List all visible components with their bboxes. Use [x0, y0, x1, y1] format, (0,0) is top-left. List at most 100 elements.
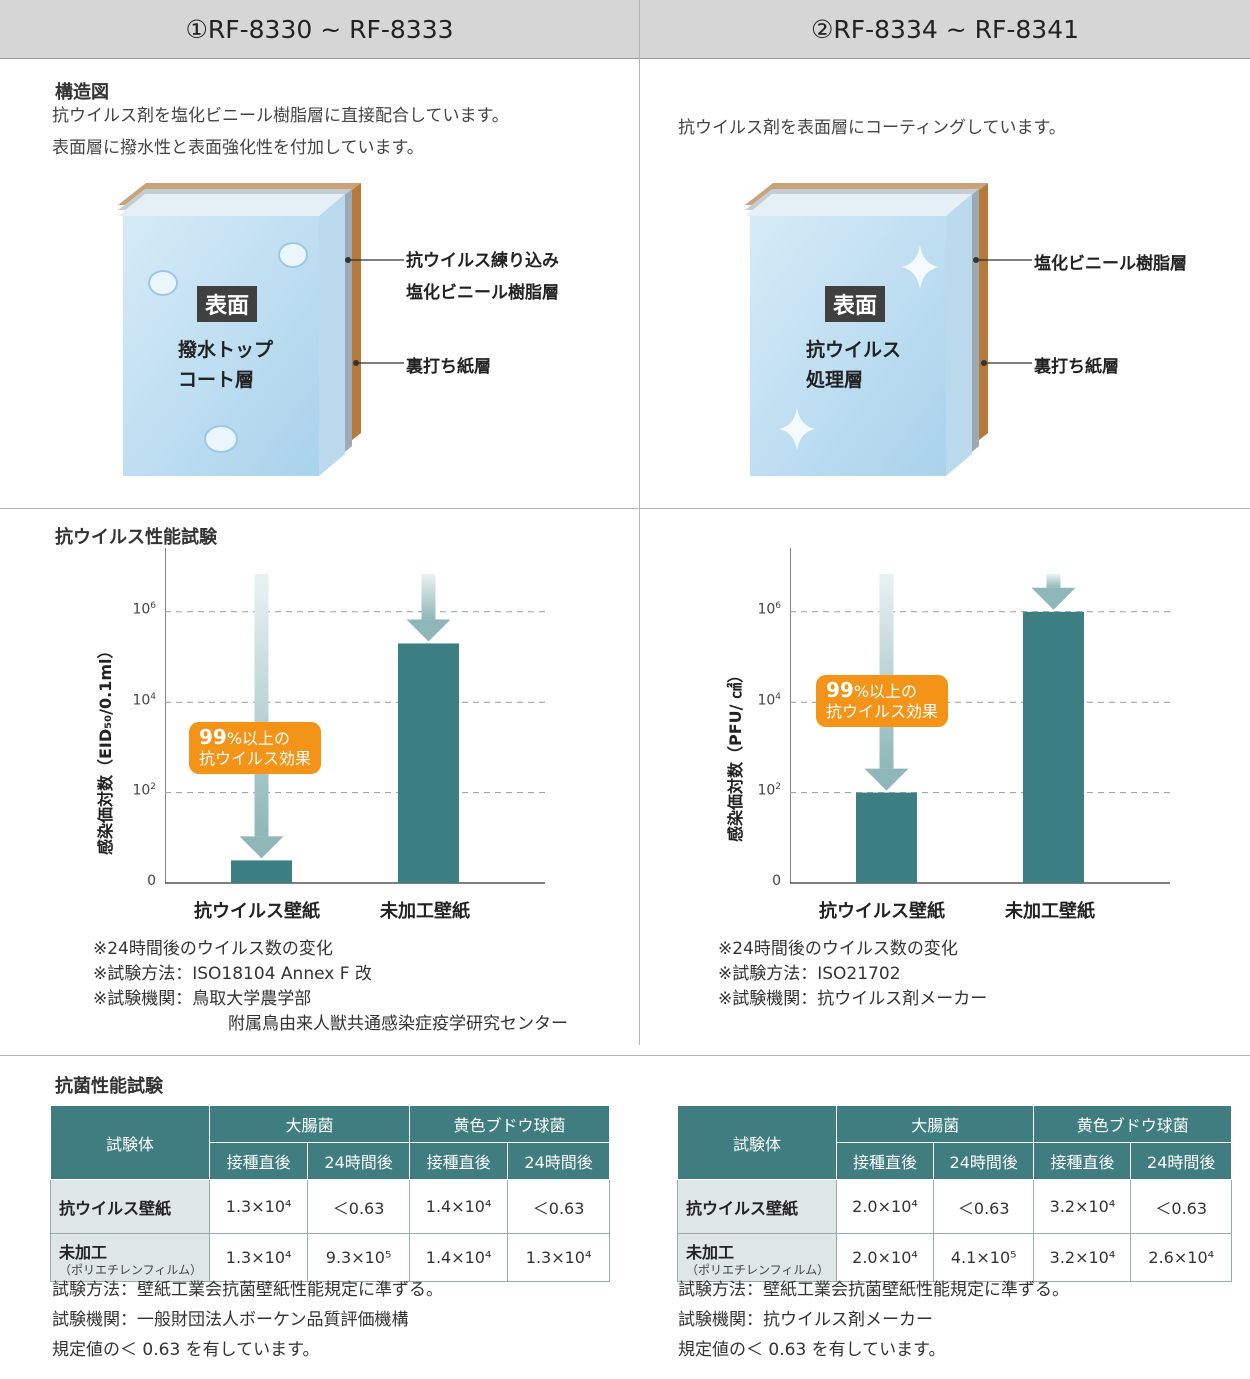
antibacterial-notes-1: 試験方法：壁紙工業会抗菌壁紙性能規定に準ずる。 試験機関：一般財団法人ボーケン品… — [52, 1275, 443, 1365]
structure-title: 構造図 — [55, 82, 109, 103]
ytick-6: 106 — [132, 601, 156, 618]
arrow-head — [1031, 587, 1076, 610]
face-label-1-line1: 撥水トップ — [178, 339, 274, 361]
th-immediate: 接種直後 — [208, 1142, 309, 1180]
layer-block-1 — [118, 183, 361, 476]
bar-antivirus — [856, 792, 917, 883]
layer-label-vinyl-1: 抗ウイルス練り込み 塩化ビニール樹脂層 — [406, 245, 559, 309]
face-tag-2: 表面 — [825, 286, 886, 322]
effect-callout-1: 99%以上の 抗ウイルス効果 — [189, 722, 322, 774]
antivirus-chart-1 — [165, 548, 545, 884]
note-line: ※24時間後のウイルス数の変化 — [718, 939, 958, 959]
row-label-untreated-main: 未加工 — [59, 1242, 108, 1262]
antibacterial-table-2: 試験体 大腸菌 黄色ブドウ球菌 接種直後 24時間後 接種直後 24時間後 抗ウ… — [677, 1105, 1232, 1282]
cell: 1.3×10⁴ — [208, 1233, 309, 1282]
layer-label-vinyl-1-line1: 抗ウイルス練り込み — [406, 251, 559, 271]
row-label-untreated: 未加工 （ポリエチレンフィルム） — [677, 1233, 837, 1282]
antibacterial-title: 抗菌性能試験 — [55, 1076, 163, 1097]
face-layer-edge — [319, 194, 345, 476]
note-line: ※24時間後のウイルス数の変化 — [93, 939, 333, 959]
th-24h: 24時間後 — [307, 1142, 410, 1180]
th-staph: 黄色ブドウ球菌 — [1033, 1105, 1232, 1143]
note-line: 試験方法：壁紙工業会抗菌壁紙性能規定に準ずる。 — [52, 1280, 443, 1300]
row-label-untreated: 未加工 （ポリエチレンフィルム） — [50, 1233, 210, 1282]
cell: ＜0.63 — [507, 1179, 610, 1234]
sparkle-icon — [779, 408, 815, 450]
water-drop-icon — [148, 270, 178, 296]
ytick-0: 0 — [147, 873, 156, 889]
row-label-antivirus: 抗ウイルス壁紙 — [50, 1179, 210, 1234]
cell: 3.2×10⁴ — [1033, 1179, 1132, 1234]
row-label-untreated-main: 未加工 — [686, 1242, 735, 1262]
face-layer — [750, 216, 946, 476]
ytick-4: 104 — [757, 692, 781, 709]
note-line: 規定値の＜ 0.63 を有しています。 — [678, 1340, 946, 1360]
water-drop-icon — [278, 242, 308, 268]
ytick-2: 102 — [132, 782, 156, 799]
callout-2-suffix: %以上の — [853, 682, 918, 701]
face-label-2: 抗ウイルス 処理層 — [806, 335, 901, 395]
cell: ＜0.63 — [1130, 1179, 1232, 1234]
bar-untreated — [398, 643, 459, 883]
cell: ＜0.63 — [307, 1179, 410, 1234]
antibacterial-notes-2: 試験方法：壁紙工業会抗菌壁紙性能規定に準ずる。 試験機関：抗ウイルス剤メーカー … — [678, 1275, 1069, 1365]
column-header-2: ②RF-8334 ~ RF-8341 — [640, 0, 1250, 59]
cell: 4.1×10⁵ — [932, 1233, 1035, 1282]
callout-1-line2: 抗ウイルス効果 — [199, 749, 312, 768]
antivirus-title: 抗ウイルス性能試験 — [55, 527, 217, 548]
face-label-1: 撥水トップ コート層 — [178, 335, 273, 395]
chart-2-xlabel-1: 抗ウイルス壁紙 — [819, 901, 945, 922]
face-layer-edge — [946, 194, 972, 476]
cell: 2.0×10⁴ — [836, 1179, 934, 1234]
callout-2-line2: 抗ウイルス効果 — [826, 702, 939, 721]
ytick-2: 102 — [757, 782, 781, 799]
arrow-head — [239, 836, 284, 859]
note-line: ※試験機関：抗ウイルス剤メーカー — [718, 989, 988, 1009]
face-tag-1: 表面 — [197, 286, 258, 322]
chart-1-xlabel-2: 未加工壁紙 — [380, 901, 470, 922]
cell: 2.6×10⁴ — [1130, 1233, 1232, 1282]
th-24h: 24時間後 — [1130, 1142, 1232, 1180]
note-line: 附属鳥由来人獣共通感染症疫学研究センター — [228, 1014, 568, 1034]
note-line: ※試験機関：鳥取大学農学部 — [93, 989, 312, 1009]
callout-2-number: 99 — [826, 678, 854, 702]
bar-antivirus — [231, 860, 292, 883]
th-specimen: 試験体 — [677, 1105, 837, 1180]
th-staph: 黄色ブドウ球菌 — [408, 1105, 611, 1143]
th-24h: 24時間後 — [507, 1142, 610, 1180]
layer-label-vinyl-1-line2: 塩化ビニール樹脂層 — [406, 283, 559, 303]
row-divider-2 — [0, 1055, 1250, 1056]
leader-lines-2 — [973, 257, 1032, 366]
cell: 3.2×10⁴ — [1033, 1233, 1132, 1282]
arrow-head — [406, 619, 451, 642]
leader-lines-1 — [345, 257, 404, 366]
ytick-4: 104 — [132, 692, 156, 709]
cell: ＜0.63 — [932, 1179, 1035, 1234]
structure-desc-1-line2: 表面層に撥水性と表面強化性を付加しています。 — [52, 138, 424, 158]
th-ecoli: 大腸菌 — [209, 1105, 410, 1143]
face-label-1-line2: コート層 — [178, 369, 255, 391]
face-layer-top — [118, 194, 345, 216]
th-immediate: 接種直後 — [836, 1142, 934, 1180]
water-drop-icon — [204, 425, 238, 453]
layer-label-paper-1: 裏打ち紙層 — [406, 357, 491, 377]
face-label-2-line2: 処理層 — [806, 369, 864, 391]
row-label-untreated-sub: （ポリエチレンフィルム） — [686, 1262, 830, 1277]
layer-label-paper-2: 裏打ち紙層 — [1034, 357, 1119, 377]
row-divider-1 — [0, 508, 1250, 509]
column-header-1-text: ①RF-8330 ~ RF-8333 — [185, 14, 454, 44]
cell: 2.0×10⁴ — [836, 1233, 934, 1282]
note-line: 規定値の＜ 0.63 を有しています。 — [52, 1340, 320, 1360]
note-line: ※試験方法：ISO21702 — [718, 964, 901, 984]
callout-1-number: 99 — [199, 725, 227, 749]
cell: 1.4×10⁴ — [408, 1233, 509, 1282]
chart-1-xlabel-1: 抗ウイルス壁紙 — [194, 901, 320, 922]
cell: 9.3×10⁵ — [307, 1233, 410, 1282]
column-divider — [639, 0, 640, 1045]
chart-2-ylabel: 感染価対数（PFU/ ㎠） — [726, 666, 745, 842]
ytick-6: 106 — [757, 601, 781, 618]
face-label-2-line1: 抗ウイルス — [806, 339, 902, 361]
th-immediate: 接種直後 — [1033, 1142, 1132, 1180]
arrow-shaft — [879, 574, 894, 769]
column-header-1: ①RF-8330 ~ RF-8333 — [0, 0, 639, 59]
